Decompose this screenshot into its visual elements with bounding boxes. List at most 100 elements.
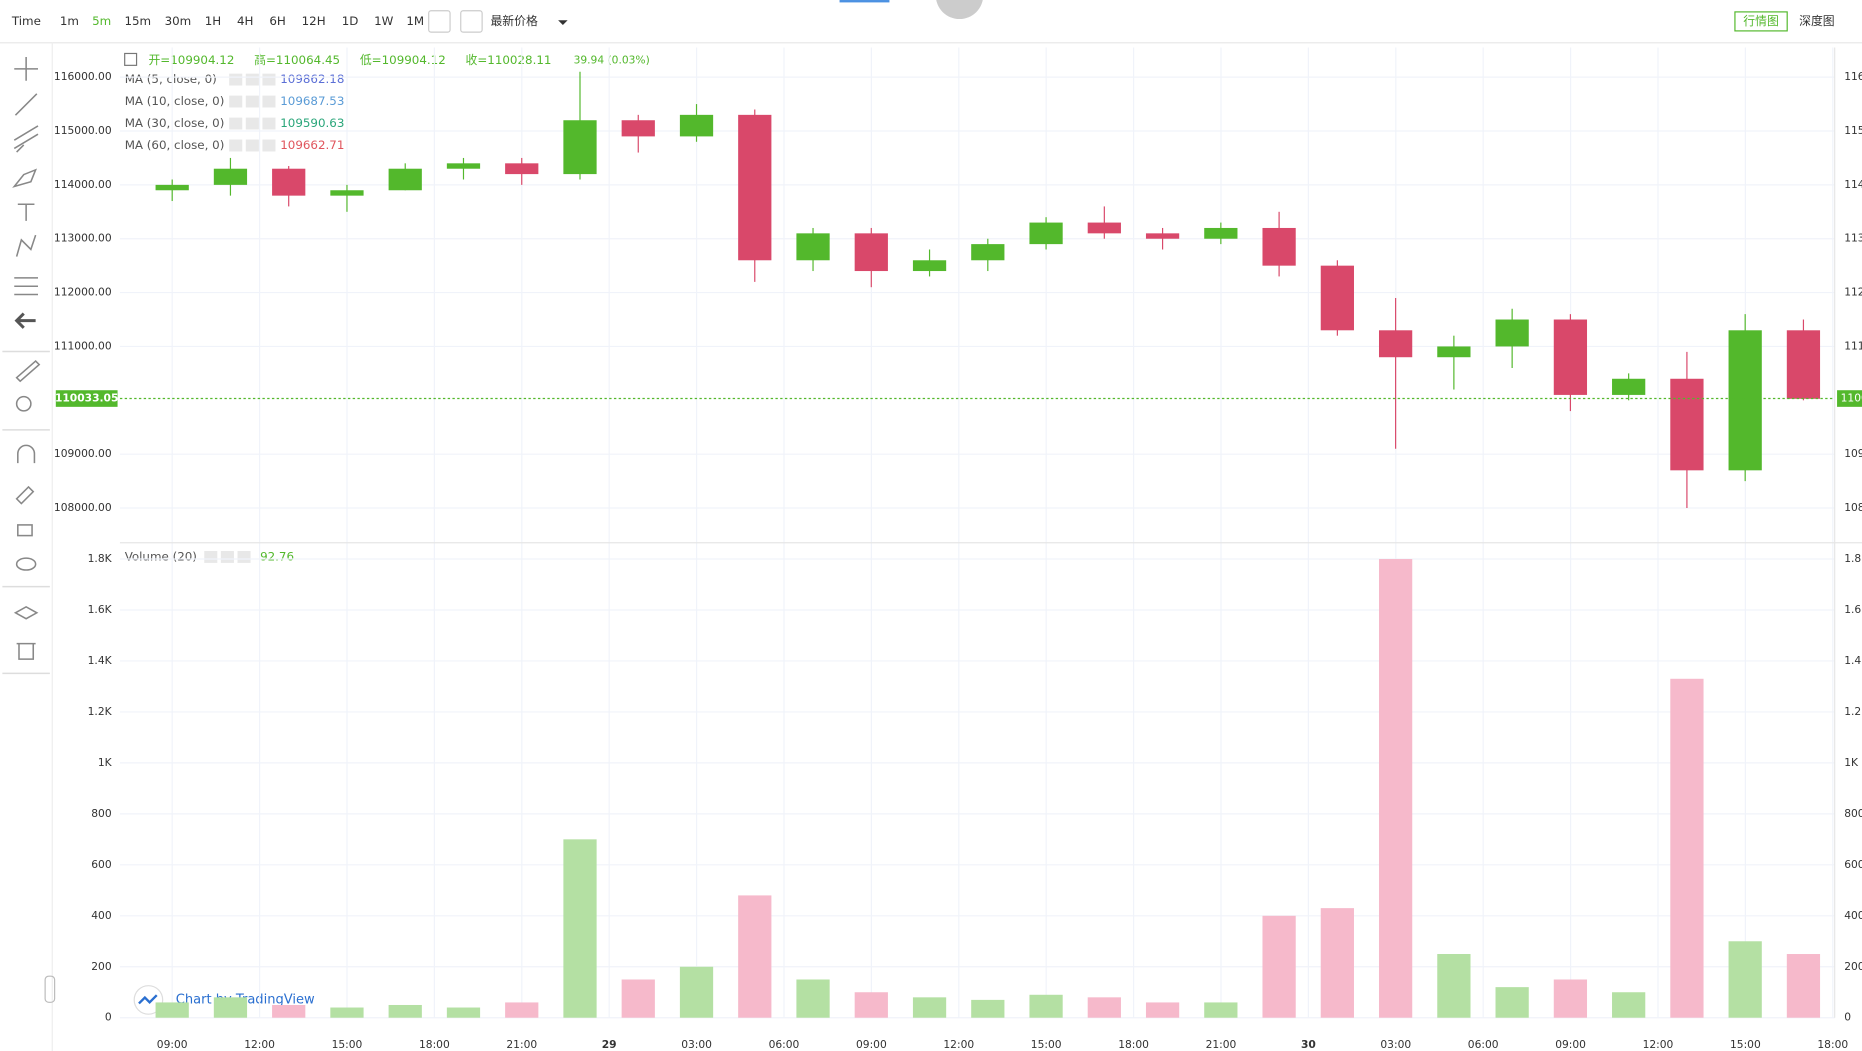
y-tick-label: 1.6K [88, 603, 113, 616]
volume-bar [738, 895, 772, 1018]
volume-bar [1029, 994, 1063, 1018]
ma-control[interactable] [262, 95, 276, 108]
view-button[interactable]: 深度图 [1799, 14, 1835, 28]
line-tool[interactable] [14, 93, 38, 116]
ma-control[interactable] [245, 139, 259, 152]
ma-control[interactable] [245, 73, 259, 86]
zoom-tool[interactable] [15, 395, 32, 412]
x-tick-label: 15:00 [1031, 1038, 1062, 1051]
ma-control[interactable] [229, 139, 243, 152]
ma-control[interactable] [229, 73, 243, 86]
volume-bar [213, 997, 248, 1018]
interval-button[interactable]: Time [11, 14, 41, 28]
ma-control[interactable] [262, 139, 276, 152]
price-type[interactable]: 最新价格 [490, 14, 538, 28]
volume-bar [1437, 954, 1471, 1018]
y-tick-label-right: 1K [1844, 756, 1859, 769]
last-price-label-right: 110033.05 [1841, 392, 1862, 405]
top-handle[interactable] [936, 0, 984, 20]
ma-control[interactable] [262, 117, 276, 130]
ma-control[interactable] [262, 73, 276, 86]
interval-button[interactable]: 1W [374, 14, 394, 28]
interval-button[interactable]: 30m [165, 14, 192, 28]
ruler-tool[interactable] [15, 359, 41, 383]
back-tool[interactable] [14, 312, 36, 329]
volume-bar [1786, 954, 1821, 1018]
magnet-tool[interactable] [17, 444, 36, 464]
ma-name: MA (5, close, 0) [125, 72, 217, 86]
y-tick-label-right: 108000.00 [1844, 501, 1862, 514]
interval-button[interactable]: 1D [342, 14, 359, 28]
measure-tool[interactable] [14, 277, 38, 296]
volume-control[interactable] [237, 551, 251, 563]
ma-name: MA (60, close, 0) [125, 138, 225, 152]
candle-body [738, 114, 772, 261]
lock-draw-tool[interactable] [15, 485, 35, 505]
settings-button[interactable] [428, 10, 451, 33]
x-tick-label: 18:00 [419, 1038, 450, 1051]
x-tick-label: 18:00 [1118, 1038, 1149, 1051]
volume-bar [1204, 1002, 1238, 1018]
candle-body [272, 168, 306, 196]
y-tick-label-right: 1.6K [1844, 603, 1862, 616]
fib-tool[interactable] [13, 125, 39, 153]
interval-button[interactable]: 5m [92, 14, 111, 28]
candle-body [1612, 378, 1646, 395]
collapse-legend[interactable] [124, 52, 138, 66]
candle-body [1087, 222, 1121, 234]
ohlc-open: 开=109904.12 [148, 53, 234, 67]
volume-bar [1262, 915, 1296, 1018]
candle-body [1262, 227, 1296, 266]
volume-legend: Volume (20) [125, 549, 197, 563]
crosshair-tool[interactable] [14, 57, 38, 81]
volume-bar [1378, 559, 1413, 1018]
pattern-tool[interactable] [15, 234, 37, 257]
interval-button[interactable]: 12H [302, 14, 326, 28]
drawing-tools [2, 57, 50, 675]
x-tick-label: 09:00 [856, 1038, 887, 1051]
candle-body [1029, 222, 1063, 245]
ma-control[interactable] [245, 117, 259, 130]
y-tick-label: 114000.00 [54, 178, 112, 191]
candle-body [621, 120, 655, 137]
x-tick-label: 15:00 [332, 1038, 363, 1051]
volume-bar [1320, 908, 1354, 1018]
indicator-button[interactable] [460, 10, 483, 33]
y-tick-label-right: 400 [1844, 909, 1862, 922]
volume-bar [621, 979, 655, 1018]
y-tick-label: 112000.00 [54, 286, 112, 299]
layers-tool[interactable] [13, 605, 39, 620]
interval-button[interactable]: 1m [60, 14, 79, 28]
candle-body [330, 190, 364, 196]
volume-control[interactable] [220, 551, 234, 563]
candle-body [1495, 319, 1529, 347]
brush-tool[interactable] [12, 168, 38, 188]
trash-tool[interactable] [16, 642, 36, 660]
lock-tool[interactable] [17, 524, 33, 537]
last-price-badge-right [1837, 390, 1862, 407]
volume-bar [446, 1007, 481, 1018]
text-tool[interactable] [17, 203, 35, 221]
view-button[interactable]: 行情图 [1743, 14, 1779, 28]
ma-control[interactable] [245, 95, 259, 108]
interval-button[interactable]: 6H [269, 14, 285, 28]
ohlc-high: 高=110064.45 [254, 53, 340, 67]
volume-control[interactable] [204, 551, 218, 563]
interval-button[interactable]: 4H [237, 14, 253, 28]
interval-button[interactable]: 15m [124, 14, 151, 28]
y-tick-label: 113000.00 [54, 232, 112, 245]
ma-control[interactable] [229, 117, 243, 130]
interval-button[interactable]: 1M [406, 14, 424, 28]
candle-body [912, 260, 947, 272]
eye-tool[interactable] [15, 557, 37, 571]
y-tick-label-right: 1.8K [1844, 552, 1862, 565]
candle-body [1670, 378, 1704, 471]
view-button-active[interactable] [1734, 11, 1788, 32]
y-tick-label: 600 [91, 858, 112, 871]
interval-button[interactable]: 1H [205, 14, 221, 28]
ma-control[interactable] [229, 95, 243, 108]
y-tick-label: 800 [91, 807, 112, 820]
dropdown-arrow[interactable] [558, 20, 568, 25]
ma-value: 109862.18 [280, 72, 344, 86]
sidebar-toggle[interactable] [44, 975, 56, 1003]
